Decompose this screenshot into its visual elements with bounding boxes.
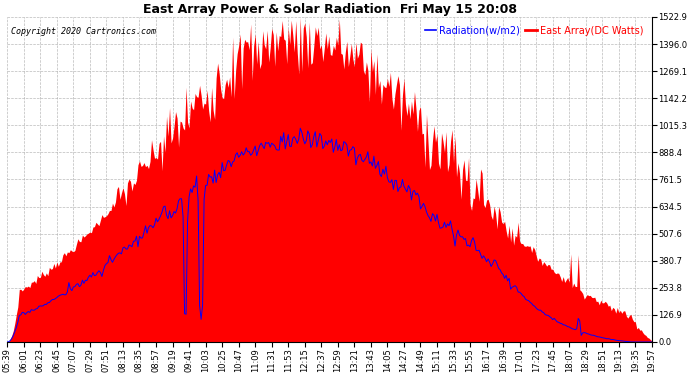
Title: East Array Power & Solar Radiation  Fri May 15 20:08: East Array Power & Solar Radiation Fri M… <box>143 3 517 16</box>
Legend: Radiation(w/m2), East Array(DC Watts): Radiation(w/m2), East Array(DC Watts) <box>421 22 647 40</box>
Text: Copyright 2020 Cartronics.com: Copyright 2020 Cartronics.com <box>10 27 155 36</box>
